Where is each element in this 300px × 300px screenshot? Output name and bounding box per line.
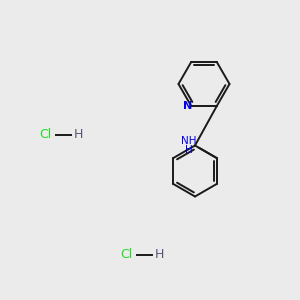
Text: H: H	[73, 128, 83, 142]
Text: Cl: Cl	[39, 128, 51, 142]
Text: H: H	[154, 248, 164, 262]
Text: NH: NH	[181, 136, 196, 146]
Text: Cl: Cl	[120, 248, 132, 262]
Text: H: H	[184, 145, 192, 155]
Text: N: N	[183, 101, 192, 111]
